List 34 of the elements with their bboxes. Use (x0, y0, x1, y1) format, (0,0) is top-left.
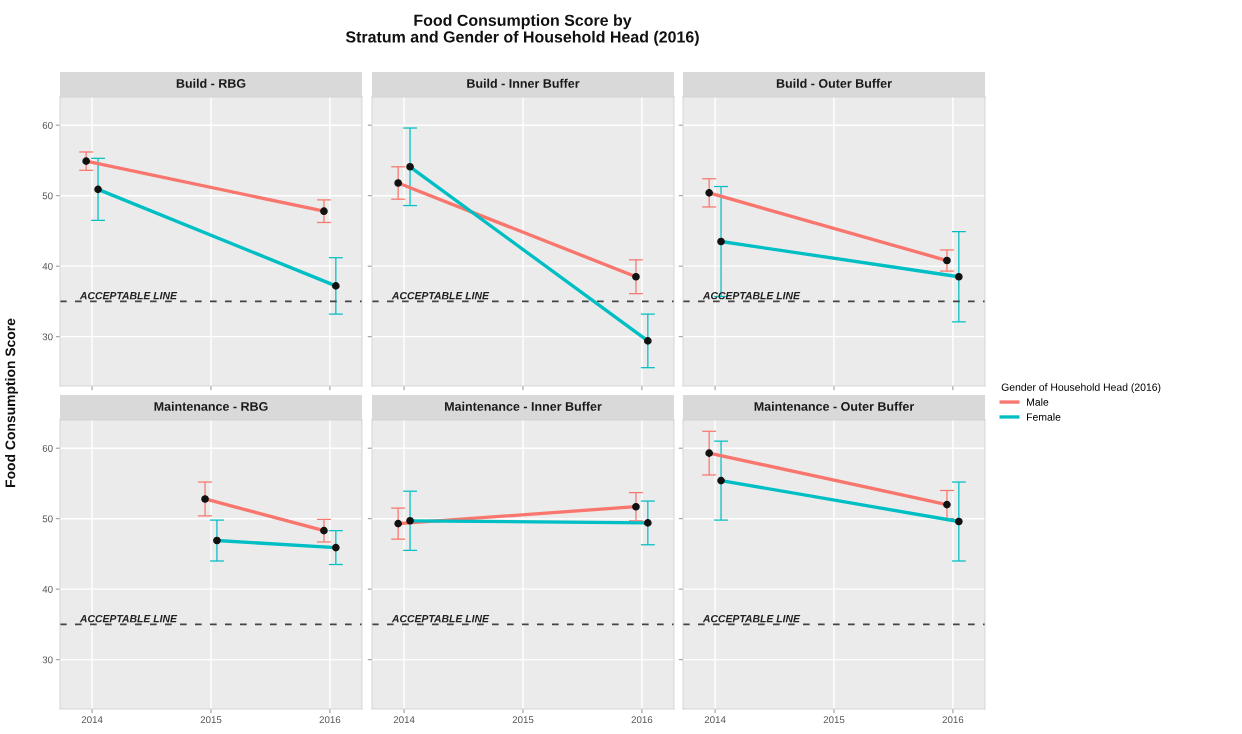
x-tick-label: 2016 (631, 716, 653, 724)
chart-subtitle: Maintenance - RBG (154, 401, 268, 411)
y-tick-label: 30 (42, 656, 53, 664)
chart-subtitle: Build - Inner Buffer (467, 78, 580, 88)
y-tick-label: 50 (42, 192, 53, 200)
chart-subtitle: Maintenance - Inner Buffer (445, 401, 602, 411)
y-tick-label: 60 (42, 444, 53, 452)
chart-subtitle: Maintenance - Outer Buffer (754, 401, 915, 411)
ref-line-label: ACCEPTABLE LINE (702, 291, 801, 300)
legend-label: Female (1027, 413, 1061, 421)
y-tick-label: 30 (42, 333, 53, 341)
ref-line-label: ACCEPTABLE LINE (79, 291, 178, 300)
chart-title: Food Consumption Score by Stratum and Gender of Household Head (2016) (345, 14, 699, 46)
chart-subtitle: Build - Outer Buffer (776, 78, 892, 88)
y-tick-label: 60 (42, 121, 53, 129)
legend-label: Male (1027, 398, 1049, 406)
x-tick-label: 2014 (81, 716, 103, 724)
ref-line-label: ACCEPTABLE LINE (702, 614, 801, 623)
y-axis-title: Food Consumption Score (5, 318, 18, 487)
y-tick-label: 50 (42, 515, 53, 523)
legend-title: Gender of Household Head (2016) (1001, 383, 1161, 393)
x-tick-label: 2014 (393, 716, 415, 724)
ref-line-label: ACCEPTABLE LINE (79, 614, 178, 623)
x-tick-label: 2014 (704, 716, 726, 724)
ref-line-label: ACCEPTABLE LINE (391, 614, 490, 623)
chart-subtitle: Build - RBG (176, 78, 246, 88)
ref-line-label: ACCEPTABLE LINE (391, 291, 490, 300)
x-tick-label: 2015 (823, 716, 845, 724)
x-tick-label: 2015 (200, 716, 222, 724)
x-tick-label: 2016 (942, 716, 964, 724)
y-tick-label: 40 (42, 585, 53, 593)
y-tick-label: 40 (42, 262, 53, 270)
x-tick-label: 2016 (319, 716, 341, 724)
x-tick-label: 2015 (512, 716, 534, 724)
